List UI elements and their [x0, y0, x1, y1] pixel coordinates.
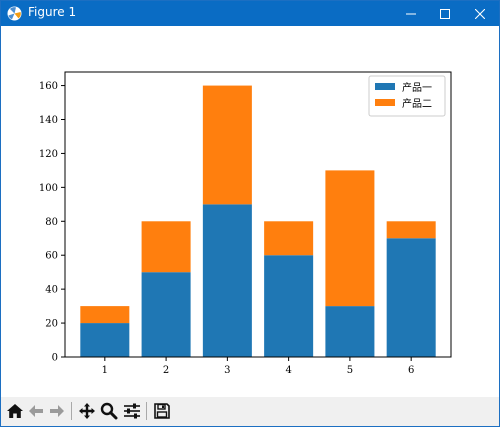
back-button[interactable] — [26, 401, 46, 421]
x-tick-label: 2 — [163, 365, 169, 376]
zoom-button[interactable] — [99, 401, 119, 421]
window-title: Figure 1 — [28, 5, 77, 19]
x-tick-label: 5 — [347, 365, 353, 376]
title-bar: Figure 1 — [1, 1, 499, 26]
toolbar-separator — [146, 402, 147, 420]
save-button[interactable] — [152, 401, 172, 421]
y-tick-label: 120 — [39, 149, 58, 160]
bar-series1-cat2 — [141, 272, 191, 357]
legend-label: 产品二 — [402, 97, 432, 110]
x-tick-label: 4 — [285, 365, 291, 376]
plot-frame — [64, 71, 452, 358]
legend-box — [368, 75, 446, 117]
y-tick-label: 80 — [45, 217, 58, 228]
maximize-icon — [440, 8, 450, 19]
figure-canvas: 0 20 40 60 80 100 120 140 160 1 2 3 4 5 6 产品一产品二 — [1, 26, 499, 396]
configure-subplots-button[interactable] — [122, 401, 142, 421]
minimize-button[interactable] — [394, 1, 428, 26]
x-tick-label: 6 — [408, 365, 414, 376]
zoom-icon — [100, 402, 118, 420]
toolbar-separator — [71, 402, 72, 420]
home-icon — [7, 404, 23, 418]
configure-subplots-icon — [124, 403, 140, 419]
app-icon — [7, 6, 22, 21]
bar-series2-cat6 — [386, 221, 436, 239]
save-icon — [154, 403, 170, 419]
y-tick-label: 140 — [39, 115, 58, 126]
y-tick-label: 0 — [52, 353, 58, 364]
legend-swatch — [375, 83, 395, 90]
y-tick-label: 40 — [45, 285, 58, 296]
home-button[interactable] — [5, 401, 25, 421]
x-tick-label: 3 — [224, 365, 230, 376]
bar-series2-cat3 — [202, 85, 252, 205]
x-tick-label: 1 — [102, 365, 108, 376]
bar-series1-cat6 — [386, 238, 436, 357]
close-button[interactable] — [463, 1, 497, 26]
close-icon — [475, 8, 485, 19]
pan-icon — [79, 403, 95, 419]
bar-series1-cat5 — [325, 306, 375, 357]
bar-series2-cat2 — [141, 221, 191, 273]
bar-series2-cat4 — [264, 221, 314, 256]
bar-series2-cat1 — [80, 306, 130, 324]
legend-swatch — [375, 99, 395, 106]
bar-series1-cat3 — [202, 204, 252, 357]
bar-series1-cat4 — [264, 255, 314, 357]
minimize-icon — [406, 13, 416, 14]
y-tick-label: 160 — [39, 81, 58, 92]
pan-button[interactable] — [77, 401, 97, 421]
navigation-toolbar — [1, 397, 499, 426]
back-icon — [29, 405, 43, 417]
legend-label: 产品一 — [402, 81, 432, 94]
y-tick-label: 20 — [45, 319, 58, 330]
bar-series1-cat1 — [80, 323, 130, 357]
bar-series2-cat5 — [325, 170, 375, 307]
y-tick-label: 60 — [45, 251, 58, 262]
forward-button[interactable] — [47, 401, 67, 421]
forward-icon — [50, 405, 64, 417]
maximize-button[interactable] — [428, 1, 462, 26]
y-tick-label: 100 — [39, 183, 58, 194]
